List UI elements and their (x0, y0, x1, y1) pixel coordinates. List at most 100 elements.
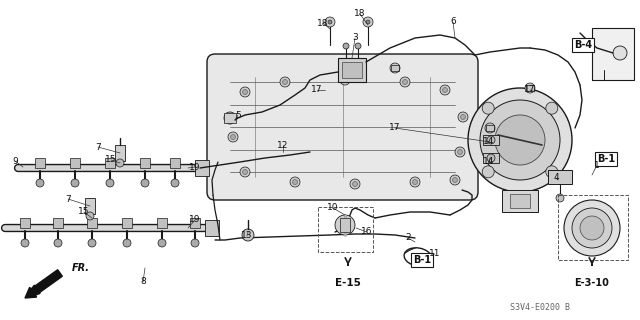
Circle shape (403, 79, 408, 84)
Circle shape (366, 20, 370, 24)
Text: 15: 15 (105, 156, 116, 164)
Bar (85, 198, 95, 214)
Text: 17: 17 (524, 85, 536, 94)
Circle shape (458, 149, 463, 155)
Circle shape (230, 134, 236, 140)
Circle shape (485, 123, 495, 133)
Bar (190, 218, 200, 228)
Circle shape (487, 154, 495, 162)
Bar (502, 190, 538, 212)
Text: 13: 13 (241, 231, 253, 241)
Circle shape (240, 87, 250, 97)
Circle shape (224, 112, 236, 124)
Circle shape (363, 17, 373, 27)
Circle shape (458, 112, 468, 122)
Circle shape (88, 239, 96, 247)
FancyBboxPatch shape (207, 54, 478, 200)
Bar (391, 65, 399, 71)
Circle shape (158, 239, 166, 247)
Circle shape (325, 17, 335, 27)
Bar (340, 218, 350, 232)
Bar (526, 85, 534, 91)
Text: 3: 3 (352, 34, 358, 43)
Bar (157, 218, 167, 228)
Text: 15: 15 (78, 207, 90, 217)
Bar (205, 220, 219, 236)
Circle shape (482, 166, 494, 178)
Text: 2: 2 (405, 234, 411, 243)
Circle shape (243, 170, 248, 174)
Circle shape (461, 115, 465, 119)
Text: 19: 19 (189, 163, 201, 172)
Circle shape (482, 102, 494, 114)
Circle shape (546, 102, 558, 114)
Text: 14: 14 (483, 157, 495, 166)
Text: E-15: E-15 (335, 278, 361, 288)
Circle shape (455, 147, 465, 157)
Circle shape (400, 77, 410, 87)
Text: S3V4-E0200 B: S3V4-E0200 B (510, 303, 570, 313)
Bar (122, 218, 132, 228)
Text: 12: 12 (277, 140, 289, 149)
Text: 18: 18 (317, 19, 329, 28)
Circle shape (328, 20, 332, 24)
Circle shape (290, 177, 300, 187)
Circle shape (487, 136, 495, 144)
Circle shape (413, 180, 417, 185)
Bar (592, 28, 634, 80)
Circle shape (450, 175, 460, 185)
Bar (338, 58, 366, 82)
Circle shape (556, 194, 564, 202)
Circle shape (21, 239, 29, 247)
Circle shape (240, 167, 250, 177)
Circle shape (54, 239, 62, 247)
Text: E-3-10: E-3-10 (575, 278, 609, 288)
Bar (510, 194, 530, 208)
Circle shape (480, 100, 560, 180)
Circle shape (243, 90, 248, 94)
Circle shape (191, 239, 199, 247)
Circle shape (242, 229, 254, 241)
Bar (342, 62, 362, 78)
Circle shape (292, 180, 298, 185)
Circle shape (171, 179, 179, 187)
Circle shape (106, 179, 114, 187)
Circle shape (572, 208, 612, 248)
Text: 11: 11 (429, 250, 441, 259)
Circle shape (390, 63, 400, 73)
Circle shape (71, 179, 79, 187)
Bar (115, 145, 125, 161)
Text: 4: 4 (553, 173, 559, 182)
Text: 17: 17 (389, 124, 401, 132)
Circle shape (86, 212, 94, 220)
Circle shape (123, 239, 131, 247)
Bar (105, 158, 115, 168)
Circle shape (228, 132, 238, 142)
Text: 18: 18 (355, 10, 365, 19)
Bar (486, 125, 494, 131)
Circle shape (335, 215, 355, 235)
Bar (20, 218, 30, 228)
Text: B-1: B-1 (413, 255, 431, 265)
Text: 16: 16 (361, 228, 372, 236)
Bar (140, 158, 150, 168)
Text: 5: 5 (235, 110, 241, 119)
Circle shape (613, 46, 627, 60)
Circle shape (350, 179, 360, 189)
Bar (318, 207, 373, 252)
Circle shape (355, 43, 361, 49)
Circle shape (353, 181, 358, 187)
Circle shape (468, 88, 572, 192)
Text: B-1: B-1 (597, 154, 615, 164)
Circle shape (440, 85, 450, 95)
Circle shape (141, 179, 149, 187)
Text: FR.: FR. (72, 263, 90, 273)
FancyArrow shape (25, 270, 62, 298)
Text: 17: 17 (311, 85, 323, 94)
Circle shape (495, 115, 545, 165)
Circle shape (564, 200, 620, 256)
Circle shape (546, 166, 558, 178)
Circle shape (525, 83, 535, 93)
Bar (483, 135, 499, 145)
Circle shape (580, 216, 604, 240)
